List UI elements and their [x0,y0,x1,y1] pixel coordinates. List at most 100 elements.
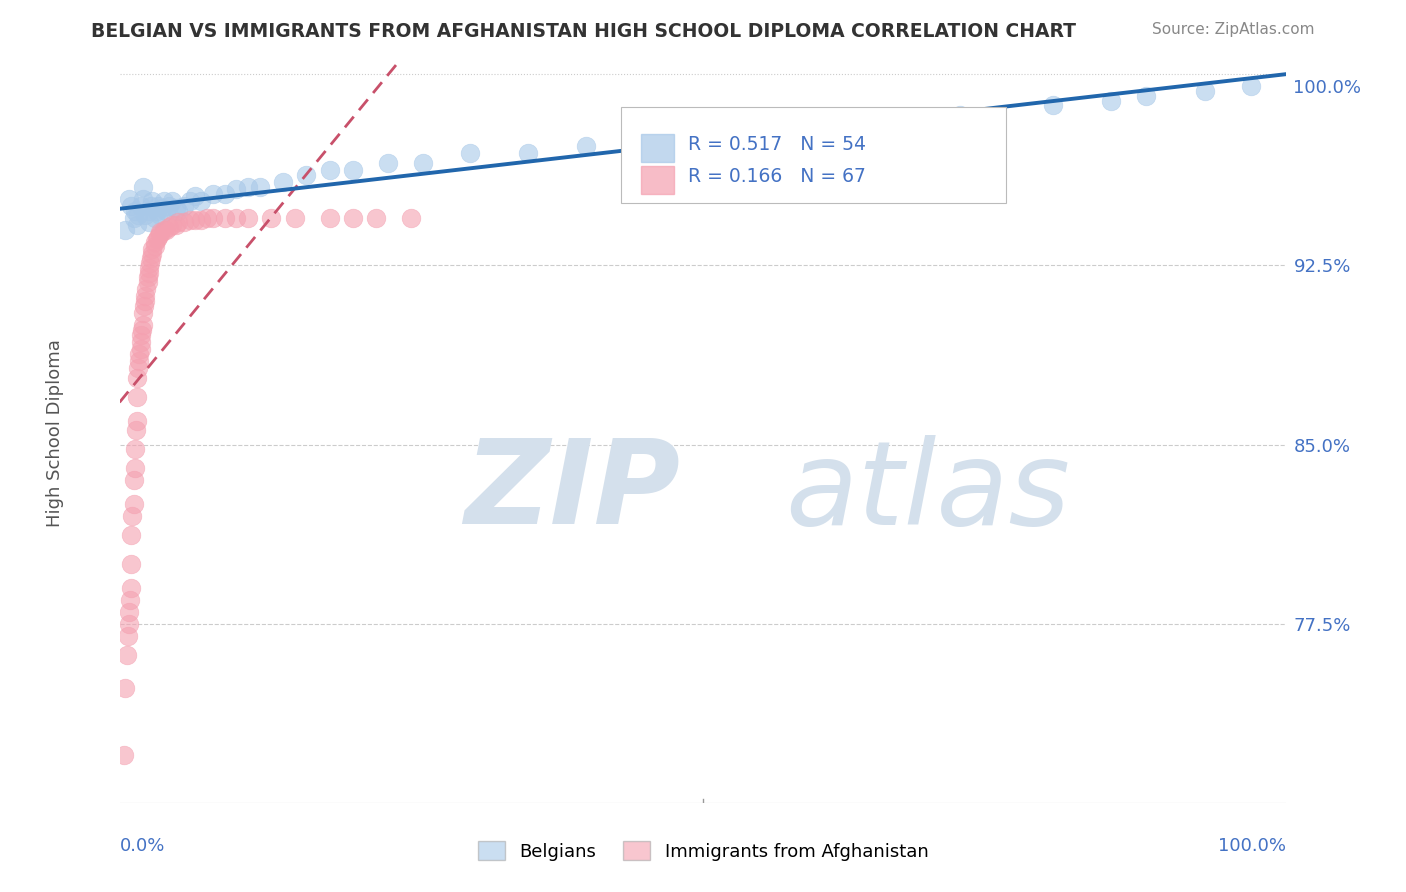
Point [122,497,145,511]
Point [153,222,176,236]
Point [1135,88,1157,103]
Point [143,239,166,253]
Point [225,211,247,225]
Point [692,132,714,146]
Point [125,423,148,437]
Point [120,581,142,595]
Point [201,211,224,225]
Point [118,616,141,631]
Point [146,199,169,213]
Point [634,132,657,146]
Point [129,334,152,349]
Point [124,203,146,218]
Point [141,242,163,256]
Point [342,211,364,225]
Point [318,162,340,177]
Point [114,681,136,695]
Point [166,203,188,218]
Point [134,289,156,303]
Point [128,354,150,368]
Point [114,222,136,236]
Point [184,213,207,227]
FancyBboxPatch shape [621,107,1007,203]
Point [146,232,169,246]
Point [184,189,207,203]
Point [138,215,160,229]
Point [366,211,388,225]
Point [129,199,152,213]
Point [271,175,294,189]
Point [1042,98,1064,112]
Point [138,203,160,218]
Point [132,179,155,194]
Legend: Belgians, Immigrants from Afghanistan: Belgians, Immigrants from Afghanistan [468,832,938,870]
Text: R = 0.517   N = 54: R = 0.517 N = 54 [688,135,866,153]
Point [125,390,148,404]
Point [179,194,201,208]
Bar [641,134,673,162]
Point [1240,79,1263,94]
Point [166,215,188,229]
Point [124,461,146,475]
Point [949,108,972,122]
Point [134,208,156,222]
Point [122,211,145,225]
Point [132,306,155,320]
Point [146,229,169,244]
Point [173,215,195,229]
Point [1194,84,1216,98]
Point [157,220,180,235]
Point [165,201,187,215]
Point [517,146,540,161]
Point [120,557,142,571]
Point [125,370,148,384]
Point [401,211,423,225]
Point [118,592,141,607]
Point [115,648,138,662]
Point [129,327,152,342]
Bar [641,166,673,194]
Point [149,225,172,239]
Text: 0.0%: 0.0% [120,837,165,855]
Point [128,347,150,361]
Point [155,203,177,218]
Point [214,211,236,225]
Point [342,162,364,177]
Point [139,256,162,270]
Point [866,115,890,129]
Text: BELGIAN VS IMMIGRANTS FROM AFGHANISTAN HIGH SCHOOL DIPLOMA CORRELATION CHART: BELGIAN VS IMMIGRANTS FROM AFGHANISTAN H… [91,22,1077,41]
Point [129,342,152,356]
Point [125,218,148,232]
Point [214,186,236,201]
Point [132,318,155,333]
Point [136,270,159,285]
Text: atlas: atlas [785,434,1070,549]
Point [124,442,146,457]
Point [249,179,271,194]
Point [138,266,160,280]
Point [295,168,318,182]
Point [138,260,160,275]
Point [120,199,142,213]
Point [125,414,148,428]
Point [575,139,598,153]
Point [225,182,247,196]
Text: ZIP: ZIP [464,434,679,549]
Point [120,528,142,542]
Point [155,222,177,236]
Point [377,155,399,169]
Text: 100.0%: 100.0% [1219,837,1286,855]
Point [160,194,183,208]
Point [458,146,481,161]
Point [127,361,149,376]
Point [132,192,155,206]
Point [117,629,139,643]
Point [1099,94,1122,108]
Point [139,252,162,266]
Point [190,194,212,208]
Point [118,605,141,619]
Point [141,246,163,260]
Text: High School Diploma: High School Diploma [46,339,65,526]
Point [157,199,180,213]
Point [149,227,172,242]
